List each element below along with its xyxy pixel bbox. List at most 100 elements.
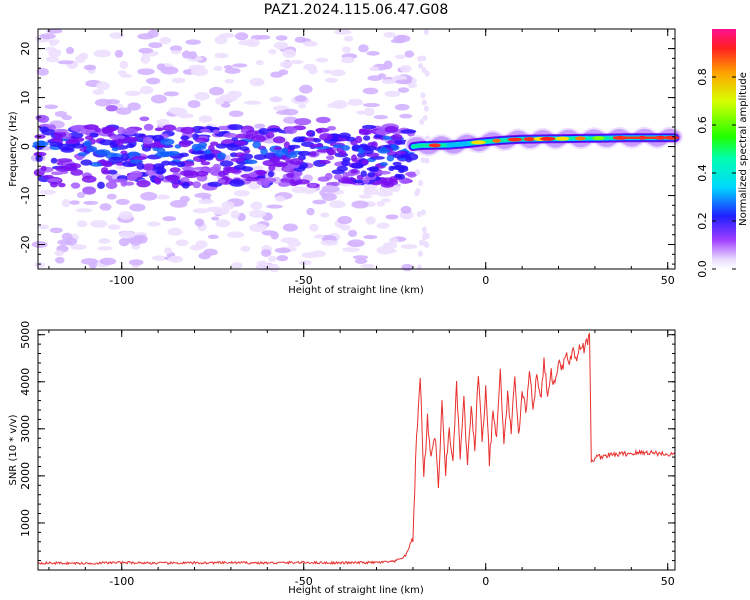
spectrogram-blob: [358, 128, 368, 134]
spectrogram-blob: [254, 123, 266, 129]
y-tick-label: 2000: [19, 462, 32, 490]
spectrogram-blob: [234, 140, 247, 146]
spectrogram-blob: [293, 136, 306, 143]
spectrogram-blob: [327, 150, 337, 156]
spectrogram-blob: [44, 104, 58, 110]
colorbar-tick-label: 0.8: [696, 68, 709, 86]
spectrogram-blob: [305, 131, 313, 136]
spectrogram-blob: [230, 210, 240, 219]
spectrogram-blob: [256, 178, 270, 186]
spectrogram-blob: [407, 83, 417, 89]
spectrogram-blob: [313, 234, 325, 239]
spectrogram-blob: [64, 163, 77, 171]
spectrogram-blob: [395, 150, 407, 155]
spectrogram-blob: [170, 50, 181, 55]
spectrogram-blob: [156, 118, 170, 127]
spectrogram-blob: [146, 77, 161, 85]
spectrogram-blob: [350, 169, 359, 174]
spectrogram-blob: [285, 154, 298, 158]
spectrogram-blob: [233, 189, 250, 197]
spectrogram-blob: [50, 171, 64, 176]
spectrogram-blob: [181, 181, 190, 189]
spectrogram-blob: [376, 222, 390, 229]
spectrogram-blob: [138, 47, 154, 54]
spectrogram-blob: [215, 219, 231, 228]
spectrogram-blob: [417, 55, 423, 62]
spectrogram-blob: [362, 145, 377, 151]
spectrogram-blob: [219, 160, 234, 167]
spectrogram-blob: [86, 146, 98, 153]
spectrogram-blob: [394, 103, 410, 111]
spectrogram-blob: [75, 55, 86, 64]
spectrogram-image: [30, 28, 683, 273]
spectrogram-blob: [289, 158, 304, 166]
spectrogram-blob: [159, 36, 172, 45]
spectrogram-blob: [231, 262, 243, 270]
spectrogram-blob: [327, 125, 337, 131]
spectrogram-blob: [163, 91, 179, 97]
spectrogram-blob: [423, 28, 429, 35]
spectrogram-blob: [392, 161, 402, 166]
spectrogram-blob: [37, 224, 50, 230]
spectrogram-blob: [169, 45, 183, 52]
spectrogram-blob: [391, 133, 403, 141]
spectrogram-blob: [224, 67, 241, 74]
spectrogram-blob: [418, 62, 424, 69]
spectrogram-blob: [81, 175, 97, 183]
spectrogram-blob: [330, 181, 340, 187]
spectrogram-blob: [148, 42, 163, 49]
spectrogram-blob: [367, 75, 383, 82]
spectrogram-blob: [214, 35, 228, 45]
spectrogram-blob: [160, 138, 175, 146]
spectrogram-blob: [342, 247, 360, 253]
spectrogram-blob: [384, 90, 401, 98]
spectrogram-blob: [272, 162, 288, 167]
spectrogram-blob: [109, 32, 124, 39]
spectrogram-blob: [156, 63, 166, 71]
spectrogram-blob: [61, 114, 73, 121]
spectrogram-blob: [303, 40, 318, 47]
spectrogram-blob: [60, 147, 75, 153]
spectrogram-blob: [257, 34, 271, 40]
spectrogram-blob: [220, 102, 231, 108]
spectrogram-blob: [72, 124, 85, 133]
spectrogram-blob: [287, 240, 302, 247]
spectrogram-blob: [106, 193, 117, 200]
spectrogram-blob: [298, 103, 307, 109]
spectrogram-blob: [36, 67, 49, 76]
spectrogram-blob: [311, 250, 326, 258]
spectrogram-blob: [341, 56, 355, 64]
spectrogram-blob: [64, 237, 78, 246]
spectrogram-blob: [354, 258, 368, 264]
spectrogram-blob: [260, 147, 268, 156]
spectrogram-blob: [319, 159, 331, 165]
spectrogram-blob: [131, 155, 148, 161]
spectrogram-blob: [55, 256, 65, 264]
spectrogram-blob: [70, 182, 81, 189]
spectrogram-blob: [195, 170, 209, 177]
spectrogram-blob: [383, 31, 396, 38]
spectrogram-blob: [366, 50, 380, 56]
spectrogram-blob: [350, 154, 358, 162]
spectrogram-blob: [118, 238, 130, 247]
spectrogram-ylabel: Frequency (Hz): [8, 111, 19, 187]
x-tick-label: 50: [661, 575, 675, 588]
y-tick-label: 3000: [19, 415, 32, 443]
spectrogram-blob: [332, 144, 345, 149]
spectrogram-blob: [390, 185, 401, 193]
spectrogram-blob: [119, 60, 129, 70]
spectrogram-blob: [154, 177, 162, 185]
spectrogram-blob: [94, 98, 112, 107]
spectrogram-blob: [145, 169, 156, 176]
spectrogram-blob: [389, 176, 397, 183]
spectrogram-frame: [37, 28, 676, 270]
spectrogram-blob: [83, 124, 99, 130]
spectrogram-blob: [341, 159, 351, 167]
spectrogram-blob: [245, 38, 260, 48]
spectrogram-blob: [217, 178, 226, 184]
spectrogram-blob: [222, 168, 230, 176]
spectrogram-blob: [54, 250, 64, 257]
spectrogram-blob: [273, 136, 286, 144]
spectrogram-blob: [386, 154, 395, 162]
